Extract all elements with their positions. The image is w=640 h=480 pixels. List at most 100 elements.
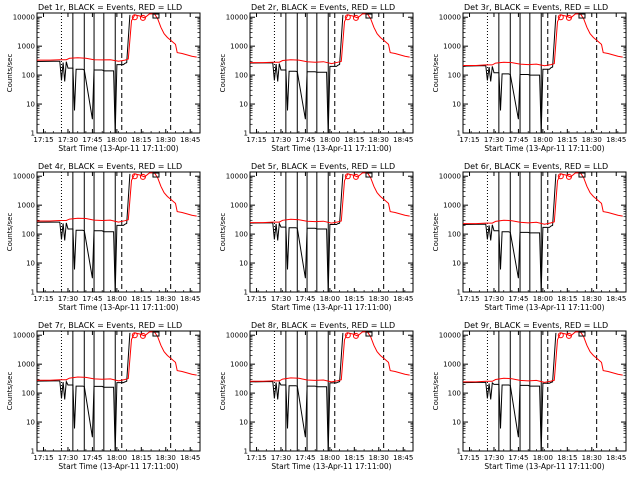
x-tick-label: 18:15 xyxy=(557,295,577,303)
x-axis-label: Start Time (13-Apr-11 17:11:00) xyxy=(58,462,178,471)
y-tick-label: 10000 xyxy=(439,173,461,181)
y-axis-label: Counts/sec xyxy=(219,54,227,93)
x-tick-label: 18:15 xyxy=(557,136,577,144)
y-axis-label: Counts/sec xyxy=(6,54,14,93)
box-marker xyxy=(578,13,586,19)
circle-marker xyxy=(352,332,359,339)
y-tick-label: 10 xyxy=(26,260,35,268)
y-tick-label: 10 xyxy=(26,101,35,109)
series-line-lld xyxy=(250,172,410,224)
x-tick-label: 18:00 xyxy=(533,136,553,144)
x-tick-label: 18:00 xyxy=(107,295,127,303)
panel-7: Det 7r, BLACK = Events, RED = LLD 17:15 17… xyxy=(6,321,201,471)
x-tick-label: 17:45 xyxy=(508,295,528,303)
circle-marker xyxy=(131,14,138,21)
y-tick-label: 1000 xyxy=(230,361,248,369)
y-tick-label: 10 xyxy=(452,419,461,427)
x-axis-label: Start Time (13-Apr-11 17:11:00) xyxy=(484,144,604,153)
x-tick-label: 18:30 xyxy=(582,136,602,144)
panel-9: Det 9r, BLACK = Events, RED = LLD 17:15 17… xyxy=(432,321,627,471)
panel-title: Det 6r, BLACK = Events, RED = LLD xyxy=(464,162,608,171)
x-axis-label: Start Time (13-Apr-11 17:11:00) xyxy=(484,303,604,312)
x-tick-label: 18:45 xyxy=(393,454,413,462)
x-tick-label: 18:15 xyxy=(557,454,577,462)
x-tick-label: 18:00 xyxy=(107,136,127,144)
circle-marker xyxy=(557,332,564,339)
x-tick-label: 17:30 xyxy=(58,454,78,462)
x-tick-label: 18:30 xyxy=(582,454,602,462)
x-tick-label: 17:15 xyxy=(246,295,266,303)
x-tick-label: 18:30 xyxy=(156,454,176,462)
x-tick-label: 17:15 xyxy=(459,295,479,303)
panel-title: Det 3r, BLACK = Events, RED = LLD xyxy=(464,3,608,12)
series-line-lld xyxy=(463,172,623,225)
circle-marker xyxy=(344,332,351,339)
x-tick-label: 18:45 xyxy=(180,295,200,303)
x-axis-label: Start Time (13-Apr-11 17:11:00) xyxy=(271,462,391,471)
x-axis-label: Start Time (13-Apr-11 17:11:00) xyxy=(271,303,391,312)
y-tick-label: 1 xyxy=(244,289,248,297)
x-tick-label: 17:45 xyxy=(82,136,102,144)
y-tick-label: 100 xyxy=(448,390,461,398)
circle-marker xyxy=(557,14,564,21)
y-tick-label: 1 xyxy=(244,448,248,456)
panel-1: Det 1r, BLACK = Events, RED = LLD 17:15 17… xyxy=(6,3,201,153)
x-axis-label: Start Time (13-Apr-11 17:11:00) xyxy=(271,144,391,153)
series-line-events xyxy=(462,332,557,452)
x-tick-label: 18:45 xyxy=(606,295,626,303)
circle-marker xyxy=(139,14,146,21)
circle-marker xyxy=(344,173,351,180)
x-tick-label: 17:30 xyxy=(484,295,504,303)
x-tick-label: 18:45 xyxy=(180,454,200,462)
y-tick-label: 1000 xyxy=(230,202,248,210)
box-marker xyxy=(578,331,586,337)
x-tick-label: 18:00 xyxy=(107,454,127,462)
y-tick-label: 10 xyxy=(239,419,248,427)
circle-marker xyxy=(565,173,572,180)
circle-marker xyxy=(131,332,138,339)
x-tick-label: 17:30 xyxy=(484,454,504,462)
y-tick-label: 100 xyxy=(448,72,461,80)
x-tick-label: 18:30 xyxy=(156,136,176,144)
circle-marker xyxy=(565,14,572,21)
y-tick-label: 1000 xyxy=(443,43,461,51)
y-tick-label: 1 xyxy=(457,289,461,297)
circle-marker xyxy=(352,14,359,21)
x-tick-label: 18:45 xyxy=(393,136,413,144)
x-tick-label: 17:45 xyxy=(295,295,315,303)
series-line-events xyxy=(36,173,131,293)
x-tick-label: 17:45 xyxy=(295,454,315,462)
x-tick-label: 17:15 xyxy=(246,136,266,144)
x-tick-label: 18:00 xyxy=(533,454,553,462)
series-line-lld xyxy=(463,13,623,67)
panel-title: Det 9r, BLACK = Events, RED = LLD xyxy=(464,321,608,330)
series-line-events xyxy=(249,332,344,452)
y-tick-label: 100 xyxy=(448,231,461,239)
x-tick-label: 17:30 xyxy=(271,295,291,303)
y-tick-label: 10 xyxy=(239,260,248,268)
x-tick-label: 18:15 xyxy=(131,454,151,462)
x-axis-label: Start Time (13-Apr-11 17:11:00) xyxy=(58,144,178,153)
series-line-lld xyxy=(250,13,410,65)
x-tick-label: 17:15 xyxy=(246,454,266,462)
y-tick-label: 1000 xyxy=(17,361,35,369)
panel-title: Det 1r, BLACK = Events, RED = LLD xyxy=(38,3,182,12)
y-tick-label: 1 xyxy=(244,130,248,138)
series-line-events xyxy=(249,14,344,134)
y-axis-label: Counts/sec xyxy=(432,372,440,411)
x-tick-label: 17:30 xyxy=(58,136,78,144)
y-tick-label: 100 xyxy=(22,231,35,239)
series-line-events xyxy=(462,173,557,293)
box-marker xyxy=(152,13,160,19)
y-axis-label: Counts/sec xyxy=(6,372,14,411)
y-tick-label: 1000 xyxy=(443,361,461,369)
panel-5: Det 5r, BLACK = Events, RED = LLD 17:15 17… xyxy=(219,162,414,312)
series-line-lld xyxy=(463,331,623,383)
x-tick-label: 17:30 xyxy=(58,295,78,303)
y-axis-label: Counts/sec xyxy=(219,372,227,411)
series-line-lld xyxy=(250,331,410,383)
circle-marker xyxy=(352,173,359,180)
y-tick-label: 1000 xyxy=(443,202,461,210)
y-tick-label: 10 xyxy=(239,101,248,109)
y-tick-label: 1000 xyxy=(17,202,35,210)
